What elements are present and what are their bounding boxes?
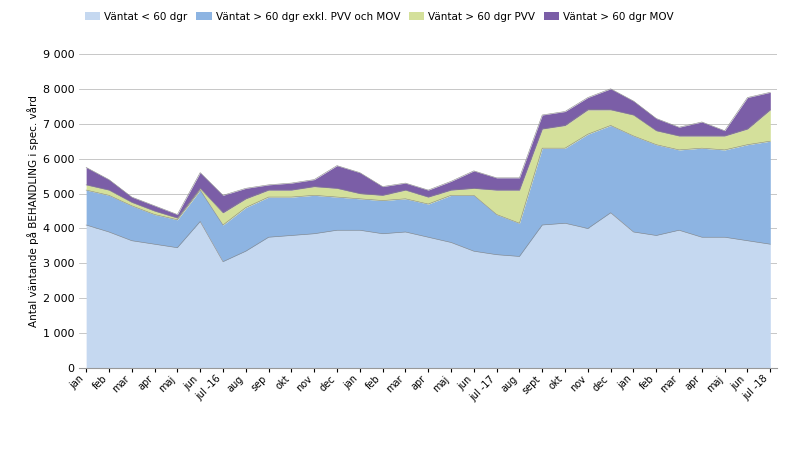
Y-axis label: Antal väntande på BEHANDLING i spec. vård: Antal väntande på BEHANDLING i spec. vår… (27, 95, 39, 327)
Legend: Väntat < 60 dgr, Väntat > 60 dgr exkl. PVV och MOV, Väntat > 60 dgr PVV, Väntat : Väntat < 60 dgr, Väntat > 60 dgr exkl. P… (85, 12, 674, 22)
